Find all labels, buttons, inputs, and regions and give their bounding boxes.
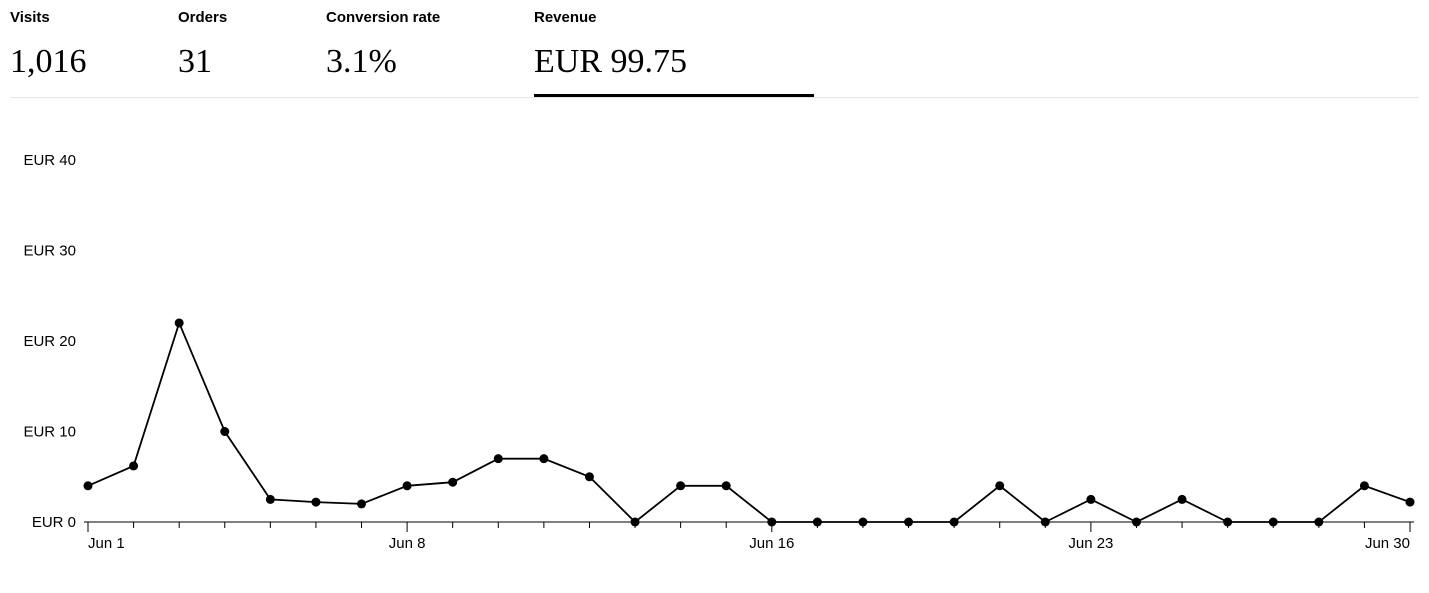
data-point[interactable] bbox=[950, 517, 959, 526]
y-tick-label: EUR 20 bbox=[23, 333, 76, 350]
metric-value-conversion: 3.1% bbox=[326, 36, 534, 97]
metric-tab-conversion[interactable]: Conversion rate3.1% bbox=[326, 5, 534, 97]
data-point[interactable] bbox=[357, 499, 366, 508]
data-point[interactable] bbox=[585, 472, 594, 481]
metric-label-revenue: Revenue bbox=[534, 5, 814, 36]
x-tick-label: Jun 30 bbox=[1365, 535, 1410, 552]
x-tick-label: Jun 8 bbox=[389, 535, 426, 552]
metric-label-orders: Orders bbox=[178, 5, 326, 36]
metric-tab-visits[interactable]: Visits1,016 bbox=[10, 5, 178, 97]
x-tick-label: Jun 16 bbox=[749, 535, 794, 552]
data-point[interactable] bbox=[175, 318, 184, 327]
data-point[interactable] bbox=[1314, 517, 1323, 526]
data-point[interactable] bbox=[858, 517, 867, 526]
x-tick-label: Jun 1 bbox=[88, 535, 125, 552]
metric-label-conversion: Conversion rate bbox=[326, 5, 534, 36]
metric-value-orders: 31 bbox=[178, 36, 326, 97]
data-point[interactable] bbox=[494, 454, 503, 463]
series-line bbox=[88, 323, 1410, 522]
y-tick-label: EUR 40 bbox=[23, 152, 76, 169]
data-point[interactable] bbox=[539, 454, 548, 463]
metrics-tabs: Visits1,016Orders31Conversion rate3.1%Re… bbox=[10, 5, 1419, 98]
metric-value-visits: 1,016 bbox=[10, 36, 178, 97]
data-point[interactable] bbox=[311, 497, 320, 506]
data-point[interactable] bbox=[220, 427, 229, 436]
x-tick-label: Jun 23 bbox=[1068, 535, 1113, 552]
data-point[interactable] bbox=[767, 517, 776, 526]
data-point[interactable] bbox=[1223, 517, 1232, 526]
y-tick-label: EUR 30 bbox=[23, 242, 76, 259]
data-point[interactable] bbox=[266, 495, 275, 504]
data-point[interactable] bbox=[1269, 517, 1278, 526]
data-point[interactable] bbox=[1178, 495, 1187, 504]
data-point[interactable] bbox=[722, 481, 731, 490]
metric-value-revenue: EUR 99.75 bbox=[534, 36, 814, 97]
data-point[interactable] bbox=[129, 461, 138, 470]
metric-tab-revenue[interactable]: RevenueEUR 99.75 bbox=[534, 5, 814, 97]
data-point[interactable] bbox=[84, 481, 93, 490]
data-point[interactable] bbox=[448, 477, 457, 486]
data-point[interactable] bbox=[403, 481, 412, 490]
metric-tab-orders[interactable]: Orders31 bbox=[178, 5, 326, 97]
data-point[interactable] bbox=[904, 517, 913, 526]
data-point[interactable] bbox=[1086, 495, 1095, 504]
y-tick-label: EUR 0 bbox=[32, 514, 76, 531]
y-tick-label: EUR 10 bbox=[23, 423, 76, 440]
data-point[interactable] bbox=[1360, 481, 1369, 490]
data-point[interactable] bbox=[631, 517, 640, 526]
chart-svg: EUR 0 EUR 10 EUR 20 EUR 30 EUR 40 Jun 1 Jun 8 J… bbox=[10, 134, 1420, 564]
data-point[interactable] bbox=[1406, 497, 1415, 506]
revenue-chart: EUR 0 EUR 10 EUR 20 EUR 30 EUR 40 Jun 1 Jun 8 J… bbox=[10, 134, 1419, 564]
data-point[interactable] bbox=[1132, 517, 1141, 526]
metric-label-visits: Visits bbox=[10, 5, 178, 36]
data-point[interactable] bbox=[676, 481, 685, 490]
data-point[interactable] bbox=[1041, 517, 1050, 526]
data-point[interactable] bbox=[995, 481, 1004, 490]
data-point[interactable] bbox=[813, 517, 822, 526]
